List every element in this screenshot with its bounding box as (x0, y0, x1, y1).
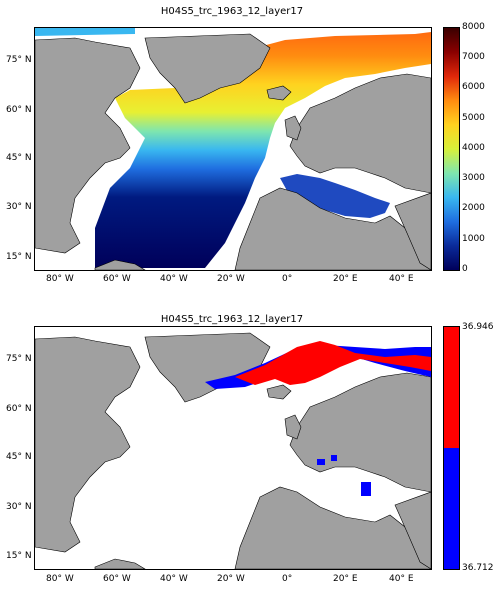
cbar-top-tick-2000: 2000 (462, 203, 485, 213)
field-red-region (235, 341, 431, 385)
cbar-top-tick-1000: 1000 (462, 234, 485, 244)
lat-tick-bottom-30n: 30° N (6, 502, 32, 512)
land-british-isles (284, 414, 302, 440)
lon-tick-top-80w: 80° W (46, 274, 74, 284)
cbar-top-tick-8000: 8000 (462, 22, 485, 32)
map-bottom (34, 326, 432, 570)
lat-tick-bottom-15n: 15° N (6, 551, 32, 561)
lat-tick-bottom-45n: 45° N (6, 452, 32, 462)
field-blue-cell-mediterranean-2 (331, 455, 337, 461)
land-middle-east (394, 192, 431, 270)
lon-tick-top-40w: 40° W (160, 274, 188, 284)
lat-tick-bottom-60n: 60° N (6, 404, 32, 414)
colorbar-top (443, 27, 460, 271)
lat-tick-top-60n: 60° N (6, 105, 32, 115)
lat-tick-bottom-75n: 75° N (6, 354, 32, 364)
lon-tick-top-60w: 60° W (103, 274, 131, 284)
panel-title-top: H04S5_trc_1963_12_layer17 (160, 6, 304, 17)
map-top-svg (35, 28, 431, 270)
field-mediterranean (280, 174, 390, 218)
cbar-top-tick-6000: 6000 (462, 82, 485, 92)
land-europe (289, 372, 431, 493)
lon-tick-top-0: 0° (282, 274, 293, 284)
land-africa (234, 486, 431, 569)
land-greenland (144, 33, 271, 104)
cbar-bottom-tick-max: 36.946 (462, 322, 494, 332)
field-atlantic (70, 32, 431, 268)
lon-tick-top-20e: 20° E (333, 274, 358, 284)
land-iceland (266, 384, 292, 400)
cbar-bottom-tick-min: 36.712 (462, 563, 494, 573)
lon-tick-bottom-0: 0° (282, 574, 293, 584)
lon-tick-bottom-60w: 60° W (103, 574, 131, 584)
lat-tick-top-30n: 30° N (6, 202, 32, 212)
cbar-top-tick-0: 0 (462, 264, 468, 274)
lon-tick-bottom-20w: 20° W (217, 574, 245, 584)
lon-tick-top-20w: 20° W (217, 274, 245, 284)
cbar-top-tick-3000: 3000 (462, 173, 485, 183)
land-north-america (35, 336, 141, 553)
map-top (34, 27, 432, 271)
lon-tick-bottom-80w: 80° W (46, 574, 74, 584)
land-north-america (35, 37, 141, 254)
lat-tick-top-45n: 45° N (6, 153, 32, 163)
colorbar-bottom (443, 326, 460, 570)
land-south-america-tip (94, 558, 146, 569)
map-bottom-svg (35, 332, 431, 569)
land-iceland (266, 85, 292, 101)
land-europe (289, 73, 431, 194)
field-blue-cell-mediterranean-1 (317, 459, 325, 465)
field-arctic-strip (35, 28, 135, 36)
land-south-america-tip (94, 259, 146, 270)
lon-tick-bottom-20e: 20° E (333, 574, 358, 584)
land-british-isles (284, 115, 302, 141)
cbar-top-tick-4000: 4000 (462, 143, 485, 153)
lat-tick-top-75n: 75° N (6, 55, 32, 65)
land-greenland (144, 332, 271, 403)
field-blue-cell-mediterranean-3 (361, 482, 371, 496)
lon-tick-bottom-40w: 40° W (160, 574, 188, 584)
land-africa (234, 187, 431, 270)
lon-tick-bottom-40e: 40° E (389, 574, 414, 584)
panel-title-bottom: H04S5_trc_1963_12_layer17 (160, 314, 304, 325)
lon-tick-top-40e: 40° E (389, 274, 414, 284)
cbar-top-tick-5000: 5000 (462, 113, 485, 123)
lat-tick-top-15n: 15° N (6, 252, 32, 262)
cbar-top-tick-7000: 7000 (462, 52, 485, 62)
land-middle-east (394, 491, 431, 569)
